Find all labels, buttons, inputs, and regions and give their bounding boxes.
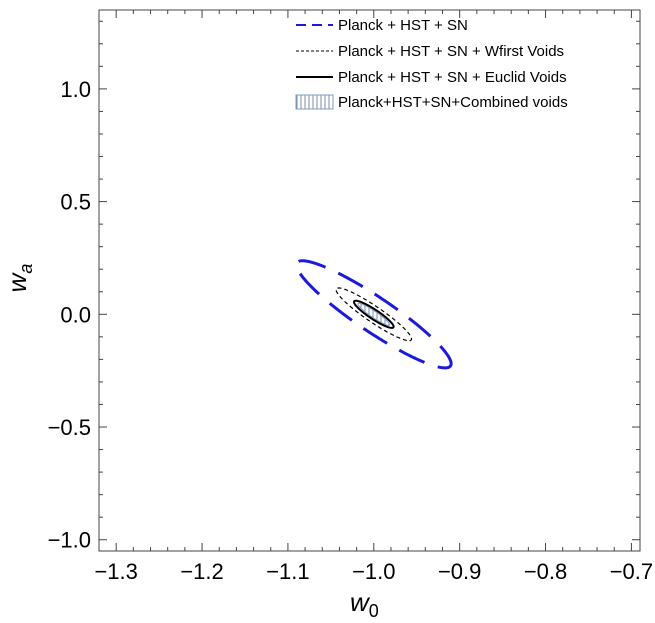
x-tick-label: −0.7 [610,559,653,584]
y-axis-label-sub: a [16,264,36,274]
y-tick-label: 1.0 [60,77,91,102]
contour-group [294,259,453,370]
y-tick-label: 0.0 [60,302,91,327]
legend-label: Planck + HST + SN + Euclid Voids [338,69,567,86]
legend: Planck + HST + SN Planck + HST + SN + Wfi… [295,17,568,111]
y-axis-label: wa [2,264,36,293]
x-tick-label: −1.3 [94,559,137,584]
x-tick-labels: −1.3 −1.2 −1.1 −1.0 −0.9 −0.8 −0.7 [94,559,653,584]
contour-wfirst-voids [335,287,413,342]
tick-marks [99,10,640,551]
legend-label: Planck + HST + SN [338,17,468,34]
legend-item-euclid-voids: Planck + HST + SN + Euclid Voids [296,69,567,86]
y-tick-label: −1.0 [48,528,91,553]
y-tick-label: 0.5 [60,190,91,215]
x-tick-label: −1.2 [180,559,223,584]
legend-item-wfirst-voids: Planck + HST + SN + Wfirst Voids [296,43,564,60]
legend-item-combined-voids: Planck+HST+SN+Combined voids [295,94,568,111]
y-tick-label: −0.5 [48,415,91,440]
legend-label: Planck+HST+SN+Combined voids [338,94,568,111]
legend-item-planck-hst-sn: Planck + HST + SN [296,17,468,34]
y-tick-labels: −1.0 −0.5 0.0 0.5 1.0 [48,77,91,553]
x-tick-label: −1.1 [266,559,309,584]
x-axis-label: w0 [350,587,379,621]
legend-label: Planck + HST + SN + Wfirst Voids [338,43,564,60]
contour-planck-hst-sn [294,259,453,370]
x-tick-label: −0.8 [524,559,567,584]
x-tick-label: −0.9 [438,559,481,584]
contour-euclid-voids [352,299,395,329]
x-axis-label-sub: 0 [369,601,379,621]
x-tick-label: −1.0 [352,559,395,584]
legend-swatch [295,94,334,110]
contour-combined-voids [357,302,391,326]
plot-frame [98,9,641,552]
